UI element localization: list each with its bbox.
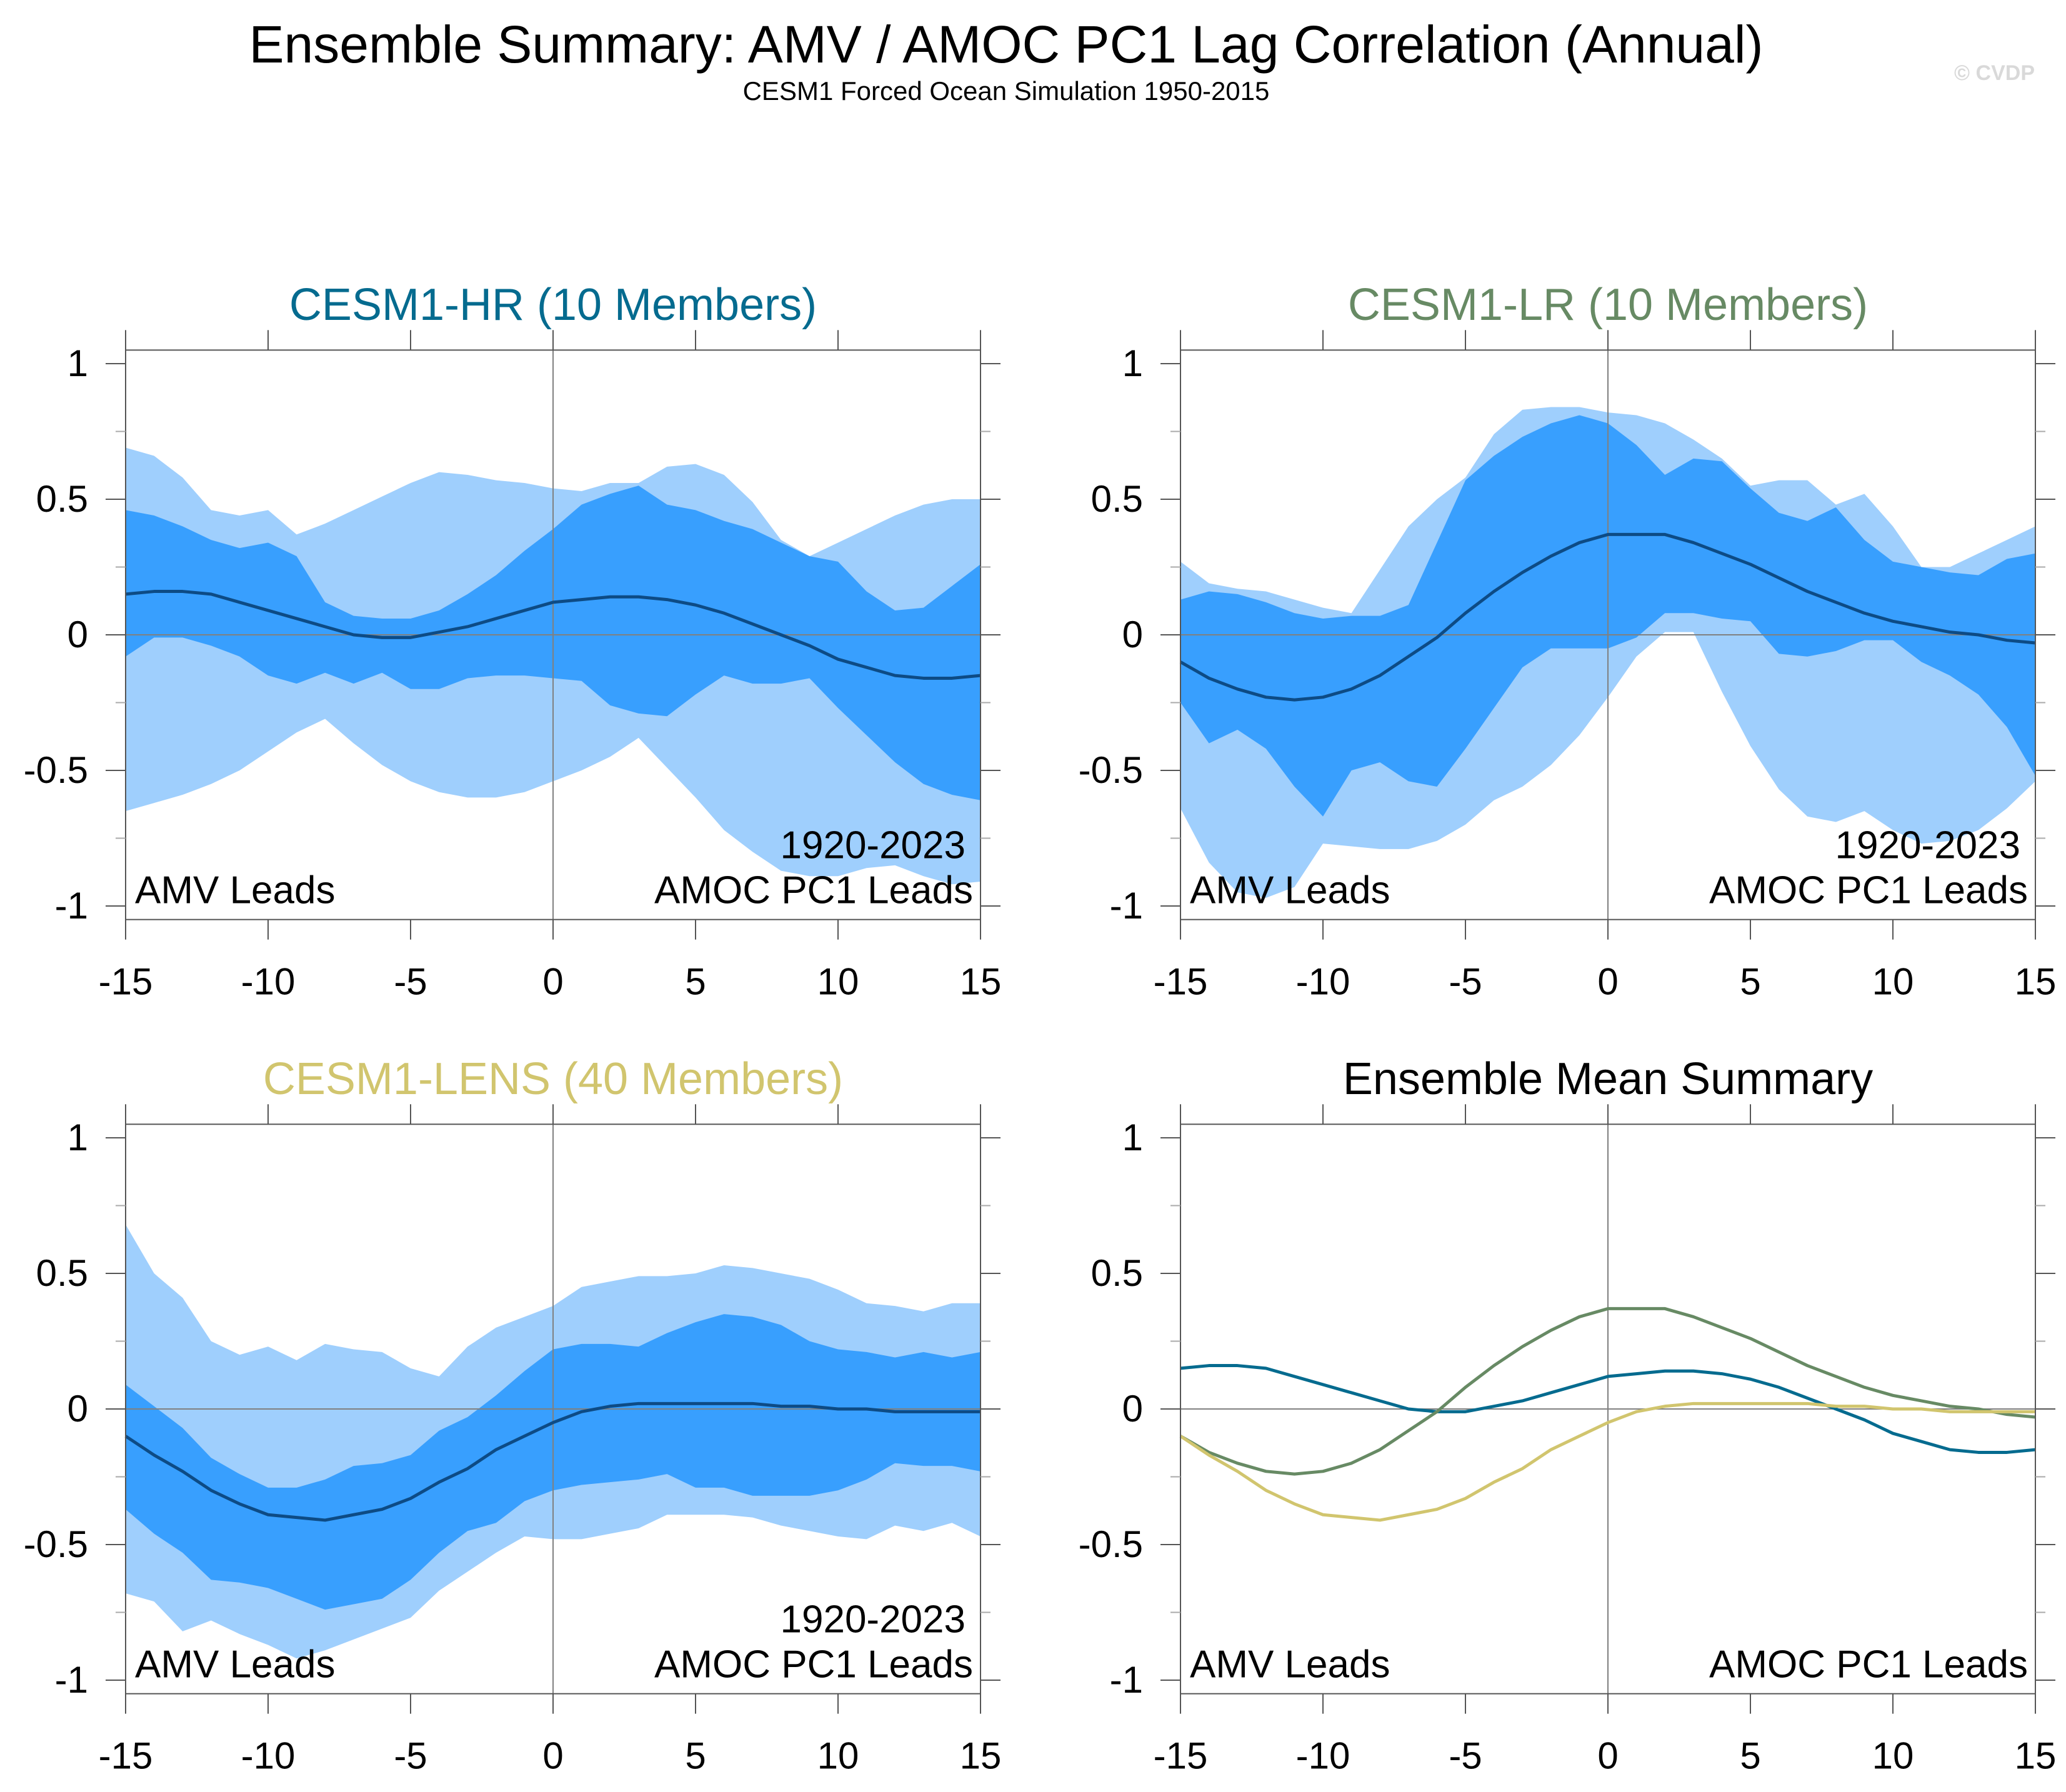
x-tick-label: 5	[1740, 961, 1760, 1003]
x-tick-label: -15	[99, 961, 153, 1003]
amv-leads-label: AMV Leads	[135, 1643, 336, 1686]
amoc-leads-label: AMOC PC1 Leads	[654, 1643, 973, 1686]
panel-cesm1-lr: CESM1-LR (10 Members)-15 -10 -5 0 5 10 15-1-0.…	[1079, 280, 2057, 1003]
ensemble-mean-line	[124, 1401, 981, 1522]
x-tick-label: 5	[1740, 1735, 1760, 1777]
y-tick-label: 0	[67, 614, 88, 655]
x-tick-label: 5	[685, 1735, 706, 1777]
ensemble-mean-line	[1179, 532, 2036, 702]
amoc-leads-label: AMOC PC1 Leads	[1709, 869, 2028, 912]
y-tick-label: 0	[1122, 614, 1143, 655]
x-tick-label: -10	[241, 961, 296, 1003]
x-tick-label: -5	[394, 1735, 427, 1777]
x-tick-label: 15	[960, 961, 1002, 1003]
y-tick-label: 0.5	[1091, 478, 1143, 520]
series-line-hr	[1180, 1364, 2036, 1454]
panel-cesm1-hr: CESM1-HR (10 Members)-15 -10 -5 0 5 10 15-1-0.…	[24, 280, 1002, 1003]
x-tick-label: 10	[817, 1735, 859, 1777]
x-tick-label: -15	[1154, 1735, 1208, 1777]
x-tick-label: 0	[1597, 961, 1618, 1003]
subtitle: CESM1 Forced Ocean Simulation 1950-2015	[743, 76, 1270, 106]
amv-leads-label: AMV Leads	[1190, 1643, 1390, 1686]
ensemble-mean-line	[125, 590, 981, 680]
panel-ensemble-mean-summary: Ensemble Mean Summary-15 -10 -5 0 5 10 15-1-0.…	[1079, 1054, 2057, 1777]
panel-title: Ensemble Mean Summary	[1343, 1054, 1873, 1104]
x-tick-label: 0	[1597, 1735, 1618, 1777]
y-tick-label: 1	[67, 342, 88, 384]
y-tick-label: -1	[1110, 885, 1143, 927]
series-line-lens	[1179, 1401, 2035, 1522]
y-tick-label: 0.5	[1091, 1252, 1143, 1294]
x-tick-label: -10	[1296, 1735, 1350, 1777]
y-tick-label: -1	[55, 1659, 88, 1701]
period-label: 1920-2023	[781, 824, 966, 867]
x-tick-label: 0	[542, 1735, 563, 1777]
panel-title: CESM1-LR (10 Members)	[1348, 280, 1868, 330]
y-tick-label: -0.5	[24, 1523, 88, 1565]
panel-title: CESM1-HR (10 Members)	[289, 280, 817, 330]
y-tick-label: -0.5	[1079, 1523, 1143, 1565]
y-tick-label: -0.5	[24, 749, 88, 791]
x-tick-label: 10	[1872, 961, 1914, 1003]
period-label: 1920-2023	[1835, 824, 2021, 867]
x-tick-label: -15	[1154, 961, 1208, 1003]
y-tick-label: 1	[1122, 342, 1143, 384]
y-tick-label: -0.5	[1079, 749, 1143, 791]
y-tick-label: 1	[67, 1117, 88, 1158]
x-tick-label: 5	[685, 961, 706, 1003]
y-tick-label: 0.5	[36, 478, 88, 520]
x-tick-label: 0	[542, 961, 563, 1003]
y-tick-label: -1	[1110, 1659, 1143, 1701]
panel-cesm1-lens: CESM1-LENS (40 Members)-15 -10 -5 0 5 10 15-1-…	[24, 1054, 1002, 1777]
amoc-leads-label: AMOC PC1 Leads	[1709, 1643, 2028, 1686]
y-tick-label: -1	[55, 885, 88, 927]
y-tick-label: 0	[1122, 1388, 1143, 1430]
period-label: 1920-2023	[781, 1598, 966, 1641]
copyright-watermark: © CVDP	[1954, 61, 2035, 85]
x-tick-label: 10	[817, 961, 859, 1003]
x-tick-label: 15	[2015, 961, 2057, 1003]
panel-title: CESM1-LENS (40 Members)	[263, 1054, 843, 1104]
x-tick-label: -5	[1449, 961, 1482, 1003]
y-tick-label: 1	[1122, 1117, 1143, 1158]
main-title: Ensemble Summary: AMV / AMOC PC1 Lag Cor…	[249, 15, 1764, 74]
amv-leads-label: AMV Leads	[135, 869, 336, 912]
x-tick-label: 15	[2015, 1735, 2057, 1777]
x-tick-label: -10	[241, 1735, 296, 1777]
y-tick-label: 0.5	[36, 1252, 88, 1294]
amv-leads-label: AMV Leads	[1190, 869, 1390, 912]
x-tick-label: -5	[1449, 1735, 1482, 1777]
x-tick-label: -5	[394, 961, 427, 1003]
series-line-lr	[1179, 1307, 2036, 1476]
x-tick-label: -10	[1296, 961, 1350, 1003]
amoc-leads-label: AMOC PC1 Leads	[654, 869, 973, 912]
x-tick-label: 15	[960, 1735, 1002, 1777]
x-tick-label: 10	[1872, 1735, 1914, 1777]
y-tick-label: 0	[67, 1388, 88, 1430]
x-tick-label: -15	[99, 1735, 153, 1777]
